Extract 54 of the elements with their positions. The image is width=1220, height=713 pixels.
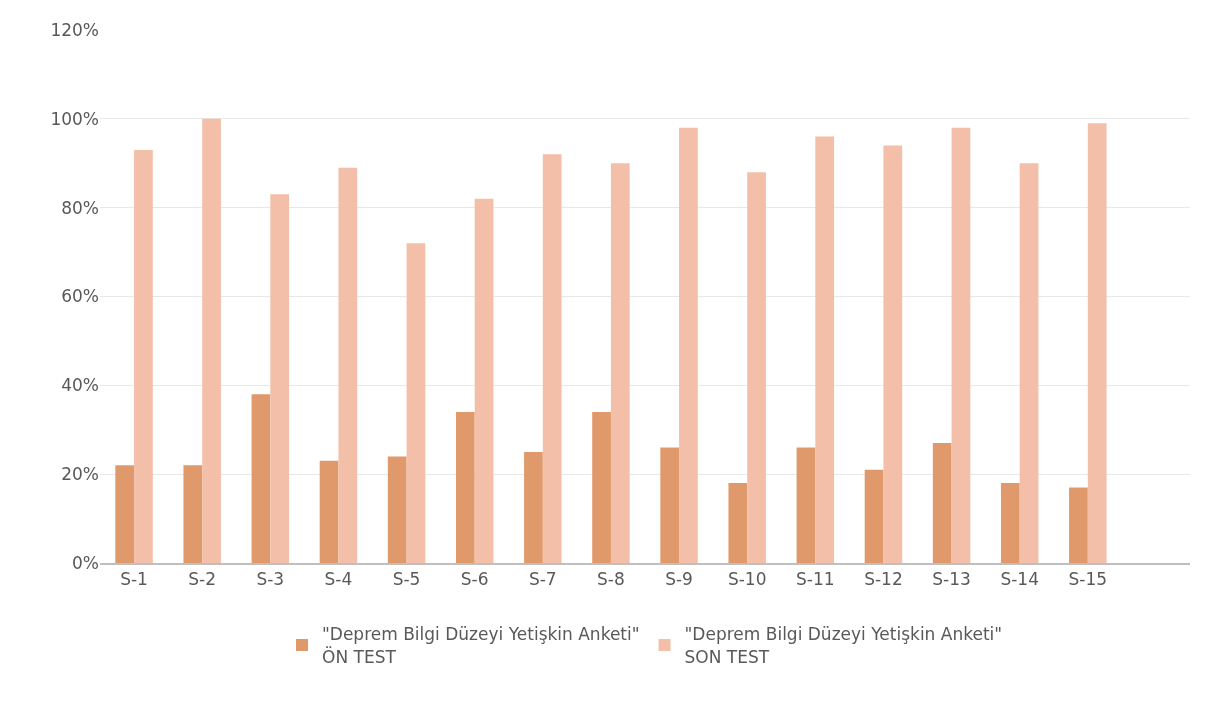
bar [406, 243, 426, 563]
bar [679, 127, 698, 563]
x-tick-label: S-7 [528, 569, 557, 590]
bar [660, 447, 680, 563]
bar [796, 447, 816, 563]
x-tick-label: S-3 [256, 569, 285, 590]
x-tick-label: S-4 [324, 569, 353, 590]
bar [202, 118, 221, 563]
x-tick-label: S-5 [392, 569, 421, 590]
bar [728, 483, 748, 563]
x-tick-label: S-1 [120, 569, 148, 590]
bar [474, 198, 494, 563]
y-tick-label: 120% [50, 19, 99, 40]
y-tick-label: 100% [50, 108, 99, 129]
y-tick-label: 80% [61, 197, 99, 218]
bar [951, 127, 971, 563]
x-tick-label: S-13 [932, 569, 971, 590]
bar [1087, 123, 1107, 563]
legend-label: "Deprem Bilgi Düzeyi Yetişkin Anketi" SON TEST [684, 624, 1003, 667]
bar [524, 451, 543, 563]
bar [864, 469, 884, 563]
bar [338, 167, 358, 563]
x-tick-label: S-8 [597, 569, 625, 590]
bar [1000, 483, 1020, 563]
bar [815, 136, 835, 563]
bar [883, 145, 903, 563]
x-tick-label: S-10 [727, 569, 767, 590]
y-tick-label: 40% [61, 375, 99, 396]
bar [592, 411, 611, 563]
bar [455, 411, 475, 563]
bar [183, 465, 203, 563]
bar [270, 194, 290, 563]
x-tick-label: S-6 [460, 569, 489, 590]
y-tick-label: 20% [61, 464, 99, 485]
legend-label: "Deprem Bilgi Düzeyi Yetişkin Anketi" ÖN TEST [322, 624, 640, 667]
y-tick-label: 0% [72, 552, 99, 573]
bar [115, 465, 135, 563]
bar [542, 154, 562, 563]
bar [1069, 487, 1088, 563]
bar [932, 443, 952, 563]
x-tick-label: S-12 [864, 569, 903, 590]
x-tick-label: S-2 [188, 569, 217, 590]
x-tick-label: S-9 [665, 569, 693, 590]
bar [610, 163, 630, 563]
x-tick-label: S-14 [1000, 569, 1039, 590]
bar [251, 394, 271, 563]
bar [319, 460, 339, 563]
bar [134, 149, 153, 563]
bar [747, 172, 766, 563]
x-tick-label: S-15 [1068, 569, 1108, 590]
x-tick-label: S-11 [796, 569, 835, 590]
y-tick-label: 60% [61, 286, 99, 307]
bar [387, 456, 407, 563]
bar [1019, 163, 1039, 563]
